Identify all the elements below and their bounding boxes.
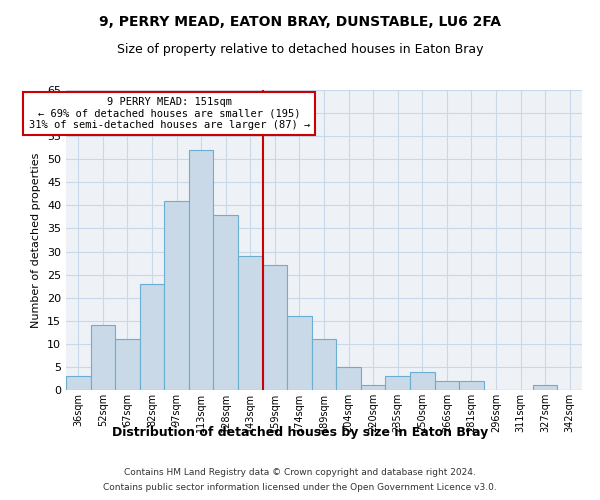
Bar xyxy=(434,381,459,390)
Y-axis label: Number of detached properties: Number of detached properties xyxy=(31,152,41,328)
Bar xyxy=(459,381,484,390)
Bar xyxy=(115,339,140,390)
Bar xyxy=(361,386,385,390)
Bar xyxy=(66,376,91,390)
Bar xyxy=(312,339,336,390)
Text: Contains HM Land Registry data © Crown copyright and database right 2024.: Contains HM Land Registry data © Crown c… xyxy=(124,468,476,477)
Bar xyxy=(238,256,263,390)
Bar xyxy=(533,386,557,390)
Text: Size of property relative to detached houses in Eaton Bray: Size of property relative to detached ho… xyxy=(117,42,483,56)
Text: 9, PERRY MEAD, EATON BRAY, DUNSTABLE, LU6 2FA: 9, PERRY MEAD, EATON BRAY, DUNSTABLE, LU… xyxy=(99,15,501,29)
Bar xyxy=(410,372,434,390)
Bar xyxy=(263,266,287,390)
Bar xyxy=(91,326,115,390)
Bar xyxy=(385,376,410,390)
Text: 9 PERRY MEAD: 151sqm
← 69% of detached houses are smaller (195)
31% of semi-deta: 9 PERRY MEAD: 151sqm ← 69% of detached h… xyxy=(29,97,310,130)
Bar xyxy=(336,367,361,390)
Text: Distribution of detached houses by size in Eaton Bray: Distribution of detached houses by size … xyxy=(112,426,488,439)
Bar xyxy=(140,284,164,390)
Bar xyxy=(214,214,238,390)
Bar xyxy=(287,316,312,390)
Text: Contains public sector information licensed under the Open Government Licence v3: Contains public sector information licen… xyxy=(103,483,497,492)
Bar xyxy=(189,150,214,390)
Bar xyxy=(164,201,189,390)
